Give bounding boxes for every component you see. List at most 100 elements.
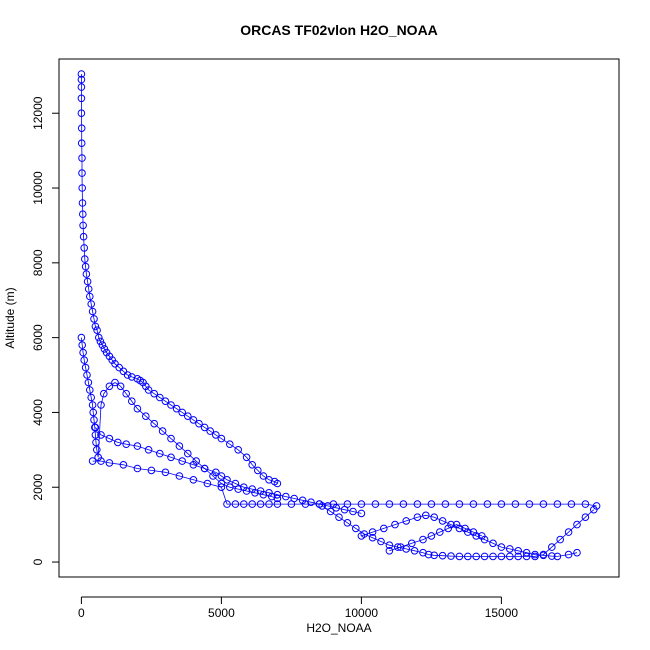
data-point	[77, 333, 86, 342]
data-point	[81, 262, 90, 271]
series-line	[321, 505, 595, 557]
data-point	[391, 520, 399, 529]
data-point	[385, 541, 394, 550]
data-point	[343, 500, 352, 508]
data-point	[184, 412, 192, 421]
data-point	[178, 457, 186, 465]
series-line	[81, 74, 278, 484]
data-point	[97, 457, 105, 465]
data-point	[265, 500, 273, 508]
data-point	[464, 552, 472, 561]
data-point	[77, 139, 86, 147]
data-point	[133, 464, 142, 473]
data-point	[480, 552, 489, 561]
data-point	[380, 524, 388, 533]
data-point	[79, 221, 87, 230]
data-point	[105, 382, 114, 391]
data-point	[178, 408, 186, 417]
data-point	[539, 551, 548, 560]
data-point	[206, 427, 214, 435]
data-point	[147, 466, 156, 475]
data-point	[231, 500, 240, 508]
data-point	[444, 524, 453, 533]
data-point	[77, 83, 86, 91]
data-point	[489, 539, 497, 548]
data-point	[200, 423, 209, 432]
data-point	[455, 500, 464, 508]
data-point	[438, 551, 447, 560]
data-point	[189, 476, 198, 484]
data-point	[573, 548, 581, 557]
series-6	[357, 511, 581, 561]
data-point	[525, 500, 534, 508]
data-point	[556, 535, 565, 544]
data-point	[273, 494, 282, 503]
x-tick-label: 10000	[345, 606, 379, 620]
data-point	[447, 552, 455, 560]
data-point	[349, 507, 357, 516]
data-point	[161, 397, 170, 406]
data-point	[506, 552, 514, 561]
data-point	[461, 524, 469, 533]
data-point	[200, 464, 209, 473]
data-point	[142, 412, 150, 421]
data-point	[95, 333, 103, 342]
data-point	[78, 199, 87, 207]
data-point	[402, 517, 411, 525]
data-point	[242, 453, 251, 462]
data-point	[259, 472, 268, 480]
data-point	[90, 315, 98, 323]
data-point	[438, 517, 447, 525]
data-point	[553, 552, 562, 561]
data-point	[472, 552, 481, 561]
data-point	[422, 511, 430, 520]
data-point	[128, 397, 136, 406]
data-point	[114, 438, 122, 447]
data-point	[87, 393, 95, 402]
data-point	[497, 552, 506, 561]
data-point	[335, 513, 343, 522]
data-point	[522, 548, 531, 557]
data-point	[92, 438, 100, 447]
data-point	[89, 408, 97, 417]
data-point	[133, 442, 142, 450]
data-point	[78, 184, 86, 192]
data-point	[80, 356, 88, 364]
data-point	[115, 363, 123, 372]
data-point	[256, 500, 265, 508]
data-point	[253, 466, 262, 475]
data-point	[226, 440, 234, 449]
data-point	[195, 419, 203, 428]
data-point	[385, 547, 394, 555]
data-point	[77, 109, 86, 117]
data-point	[79, 232, 88, 241]
data-point	[408, 539, 416, 548]
data-point	[77, 70, 86, 78]
data-point	[167, 434, 175, 443]
data-point	[150, 419, 158, 428]
data-point	[91, 322, 100, 331]
data-point	[301, 500, 310, 508]
data-point	[581, 500, 590, 508]
data-point	[175, 442, 184, 450]
data-point	[531, 550, 539, 559]
data-point	[175, 472, 184, 480]
data-point	[203, 479, 212, 488]
x-tick-label: 5000	[208, 606, 235, 620]
data-point	[217, 472, 226, 480]
data-point	[83, 277, 92, 286]
data-point	[396, 543, 405, 551]
data-point	[223, 476, 231, 484]
data-point	[133, 404, 142, 413]
data-point	[514, 547, 523, 555]
data-point	[82, 270, 91, 278]
data-point	[86, 386, 94, 394]
data-point	[119, 461, 128, 469]
y-tick-label: 6000	[31, 324, 45, 351]
series-line	[92, 460, 597, 507]
data-point	[240, 500, 248, 508]
x-tick-label: 0	[78, 606, 85, 620]
data-point	[371, 500, 380, 508]
y-axis-label: Altitude (m)	[3, 287, 17, 348]
data-point	[217, 434, 226, 443]
